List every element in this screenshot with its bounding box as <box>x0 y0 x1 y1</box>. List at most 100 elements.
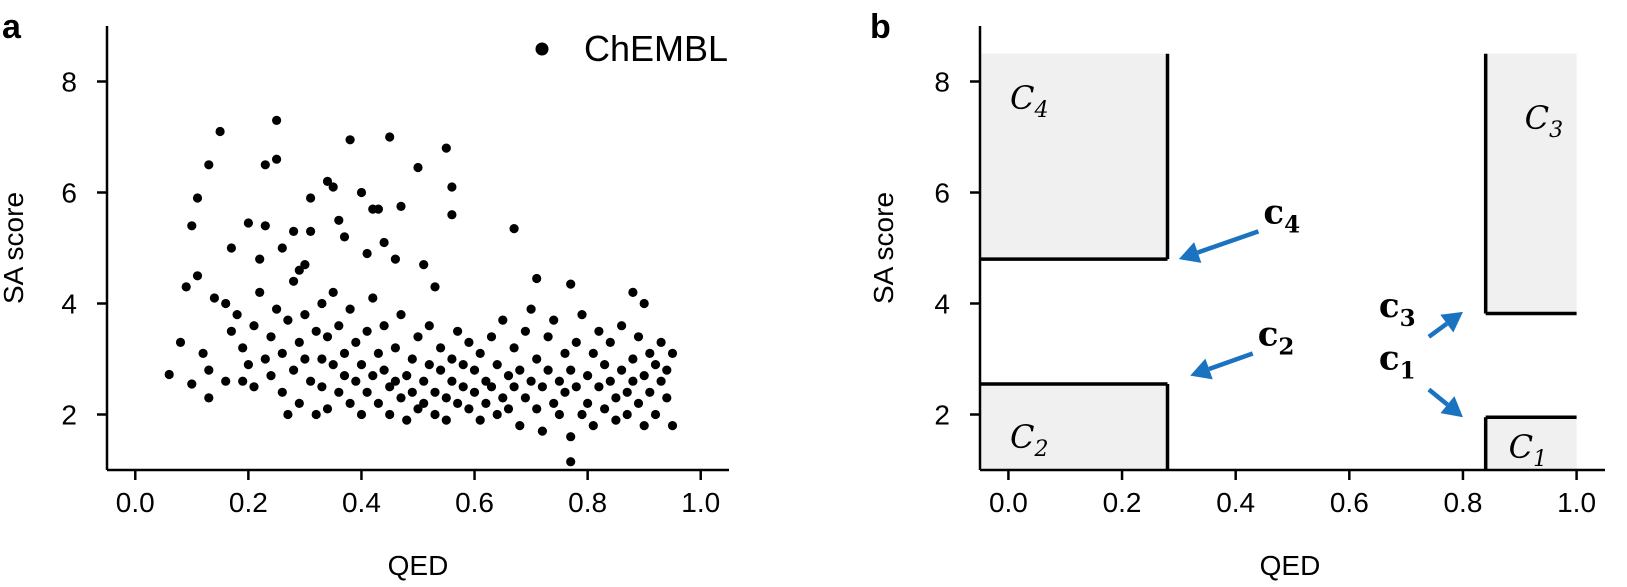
scatter-point <box>498 393 508 403</box>
scatter-point <box>509 343 519 353</box>
scatter-point <box>549 398 559 408</box>
scatter-point <box>238 343 248 353</box>
scatter-point <box>441 143 451 153</box>
scatter-point <box>407 354 417 364</box>
x-tick-label: 0.6 <box>1330 487 1369 518</box>
scatter-point <box>238 376 248 386</box>
scatter-point <box>436 343 446 353</box>
arrow-shaft <box>1427 387 1449 407</box>
scatter-point <box>356 187 367 198</box>
arrow-label: c4 <box>1263 192 1300 238</box>
scatter-point <box>339 232 350 242</box>
scatter-point <box>362 387 372 397</box>
scatter-point <box>430 387 440 397</box>
scatter-point <box>322 176 333 186</box>
scatter-point <box>396 310 406 320</box>
scatter-point <box>509 224 519 234</box>
x-tick-label: 0.6 <box>455 487 494 518</box>
scatter-point <box>334 215 344 225</box>
scatter-point <box>419 376 429 386</box>
x-tick-label: 0.8 <box>568 487 607 518</box>
scatter-point <box>656 337 666 347</box>
scatter-point <box>187 379 197 389</box>
scatter-point <box>413 404 423 414</box>
arrow-c3: c3 <box>1379 286 1463 339</box>
scatter-point <box>413 332 423 342</box>
scatter-point <box>588 348 598 358</box>
scatter-point <box>317 298 327 309</box>
scatter-point <box>413 162 423 173</box>
scatter-point <box>339 348 350 358</box>
scatter-point <box>204 393 214 403</box>
scatter-point <box>464 404 474 414</box>
scatter-point <box>385 409 395 420</box>
scatter-point <box>306 376 316 386</box>
scatter-point <box>266 332 276 342</box>
scatter-point <box>639 298 649 309</box>
scatter-point <box>667 348 678 358</box>
scatter-point <box>583 371 593 381</box>
scatter-point <box>283 409 293 420</box>
scatter-point <box>464 337 474 347</box>
scatter-point <box>543 365 553 375</box>
scatter-point <box>390 376 400 386</box>
scatter-point <box>283 315 293 325</box>
scatter-point <box>571 382 581 392</box>
scatter-point <box>345 135 355 145</box>
x-tick-label: 0.0 <box>989 487 1028 518</box>
scatter-point <box>187 221 197 231</box>
arrow-shaft <box>1427 321 1449 339</box>
region-label: C3 <box>1525 99 1563 143</box>
arrow-label: c1 <box>1379 339 1416 385</box>
scatter-point <box>469 387 480 397</box>
scatter-point <box>509 382 519 392</box>
scatter-point <box>243 218 253 228</box>
arrow-shaft <box>1197 229 1260 255</box>
arrow-head <box>1190 358 1213 380</box>
scatter-point <box>503 404 514 414</box>
scatter-point <box>650 360 661 370</box>
arrow-head <box>1440 396 1463 418</box>
scatter-point <box>605 376 615 386</box>
panel-label-a: a <box>2 8 22 46</box>
scatter-point <box>243 360 253 370</box>
scatter-point <box>543 332 553 342</box>
scatter-point <box>622 409 632 420</box>
arrows: c4 c3 c2 c1 <box>1178 192 1463 418</box>
x-tick-label: 1.0 <box>681 487 720 518</box>
region-C3: C3 <box>1483 53 1577 316</box>
scatter-point <box>520 326 531 336</box>
scatter-point <box>215 126 225 137</box>
scatter-point <box>368 293 378 303</box>
x-ticks-b: 0.0 0.2 0.4 0.6 0.8 1.0 <box>989 470 1596 518</box>
scatter-point <box>594 326 604 336</box>
scatter-point <box>402 371 412 381</box>
scatter-point <box>453 398 463 408</box>
scatter-point <box>662 365 672 375</box>
panel-a: a 0.0 0.2 0.4 0.6 0.8 1.0 2 4 6 8 QED SA score C… <box>0 8 729 581</box>
scatter-point <box>277 348 287 358</box>
scatter-point <box>390 254 400 264</box>
scatter-points-chembl <box>164 115 678 467</box>
scatter-point <box>424 321 434 331</box>
scatter-point <box>221 298 231 309</box>
arrow-head <box>1440 311 1463 333</box>
scatter-point <box>577 409 587 420</box>
scatter-point <box>379 321 389 331</box>
scatter-point <box>249 321 259 331</box>
scatter-point <box>402 415 412 425</box>
scatter-point <box>583 398 593 408</box>
scatter-point <box>356 360 367 370</box>
scatter-point <box>645 387 655 397</box>
arrow-c4: c4 <box>1178 192 1300 263</box>
arrow-label: c2 <box>1258 314 1295 360</box>
scatter-point <box>628 376 638 386</box>
scatter-point <box>317 354 327 364</box>
scatter-point <box>469 365 480 375</box>
scatter-point <box>617 365 627 375</box>
x-ticks-a: 0.0 0.2 0.4 0.6 0.8 1.0 <box>116 470 720 518</box>
scatter-point <box>577 310 587 320</box>
region-label: C4 <box>1010 79 1048 123</box>
scatter-point <box>306 226 316 236</box>
